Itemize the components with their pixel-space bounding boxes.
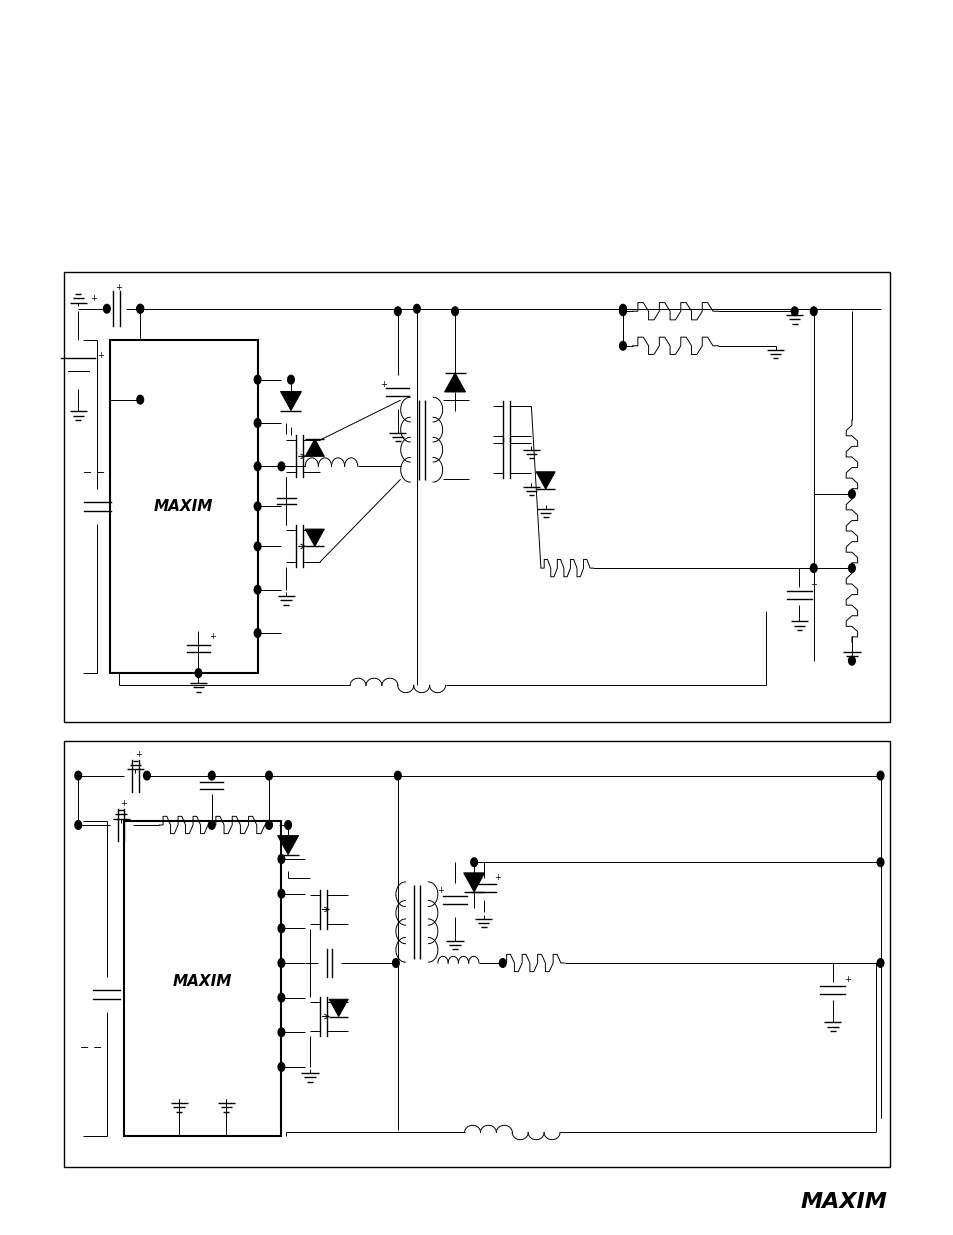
Circle shape <box>809 308 816 316</box>
Circle shape <box>288 375 294 384</box>
Circle shape <box>75 821 82 830</box>
Circle shape <box>208 821 215 830</box>
Circle shape <box>278 855 285 863</box>
Circle shape <box>847 657 854 664</box>
Text: +: + <box>120 799 128 809</box>
Circle shape <box>253 462 261 471</box>
Text: MAXIM: MAXIM <box>172 974 232 989</box>
Circle shape <box>414 304 419 314</box>
Circle shape <box>137 304 143 314</box>
Circle shape <box>285 821 292 830</box>
Circle shape <box>253 629 261 637</box>
Circle shape <box>394 308 400 316</box>
Circle shape <box>278 1028 285 1036</box>
Text: MAXIM: MAXIM <box>800 1192 886 1212</box>
Text: +: + <box>97 351 104 359</box>
Circle shape <box>253 542 261 551</box>
Circle shape <box>278 889 285 898</box>
Polygon shape <box>277 836 298 855</box>
Circle shape <box>499 958 505 967</box>
Circle shape <box>392 958 398 967</box>
Circle shape <box>470 858 476 867</box>
Circle shape <box>452 308 457 316</box>
Circle shape <box>876 858 882 867</box>
Polygon shape <box>463 873 484 892</box>
Text: +: + <box>809 579 817 589</box>
Circle shape <box>253 501 261 511</box>
Circle shape <box>876 958 882 967</box>
Circle shape <box>394 771 400 781</box>
Bar <box>110 340 257 673</box>
Circle shape <box>194 669 202 677</box>
Circle shape <box>278 993 285 1002</box>
Text: +: + <box>114 283 122 293</box>
Circle shape <box>278 462 285 471</box>
Circle shape <box>278 924 285 932</box>
Text: +: + <box>436 885 444 894</box>
Text: +: + <box>379 380 387 389</box>
Polygon shape <box>280 391 301 410</box>
Circle shape <box>75 771 82 781</box>
Text: −: − <box>80 1044 90 1053</box>
Circle shape <box>265 771 273 781</box>
Text: +: + <box>494 873 501 882</box>
Text: +: + <box>842 974 850 983</box>
Circle shape <box>278 958 285 967</box>
Circle shape <box>253 375 261 384</box>
Text: −: − <box>83 468 92 478</box>
Circle shape <box>265 821 273 830</box>
Circle shape <box>143 771 151 781</box>
Circle shape <box>208 771 215 781</box>
Circle shape <box>876 771 882 781</box>
Circle shape <box>278 1062 285 1071</box>
Text: −: − <box>95 468 105 478</box>
Polygon shape <box>444 373 465 391</box>
Text: +: + <box>209 631 216 641</box>
Circle shape <box>253 419 261 427</box>
Bar <box>64 272 889 722</box>
Circle shape <box>137 395 143 404</box>
Circle shape <box>847 563 854 572</box>
Text: +: + <box>90 294 96 304</box>
Circle shape <box>104 304 111 314</box>
Polygon shape <box>536 472 555 489</box>
Polygon shape <box>305 529 324 546</box>
Polygon shape <box>305 438 324 457</box>
Text: −: − <box>92 1044 102 1053</box>
Bar <box>64 741 889 1167</box>
Text: +: + <box>134 750 142 760</box>
Polygon shape <box>329 999 348 1016</box>
Circle shape <box>809 563 816 572</box>
Circle shape <box>253 585 261 594</box>
Circle shape <box>619 304 626 314</box>
Circle shape <box>137 304 143 314</box>
Circle shape <box>619 342 626 351</box>
Bar <box>124 821 281 1136</box>
Circle shape <box>619 308 626 316</box>
Text: MAXIM: MAXIM <box>153 499 213 514</box>
Circle shape <box>791 308 798 316</box>
Circle shape <box>847 489 854 498</box>
